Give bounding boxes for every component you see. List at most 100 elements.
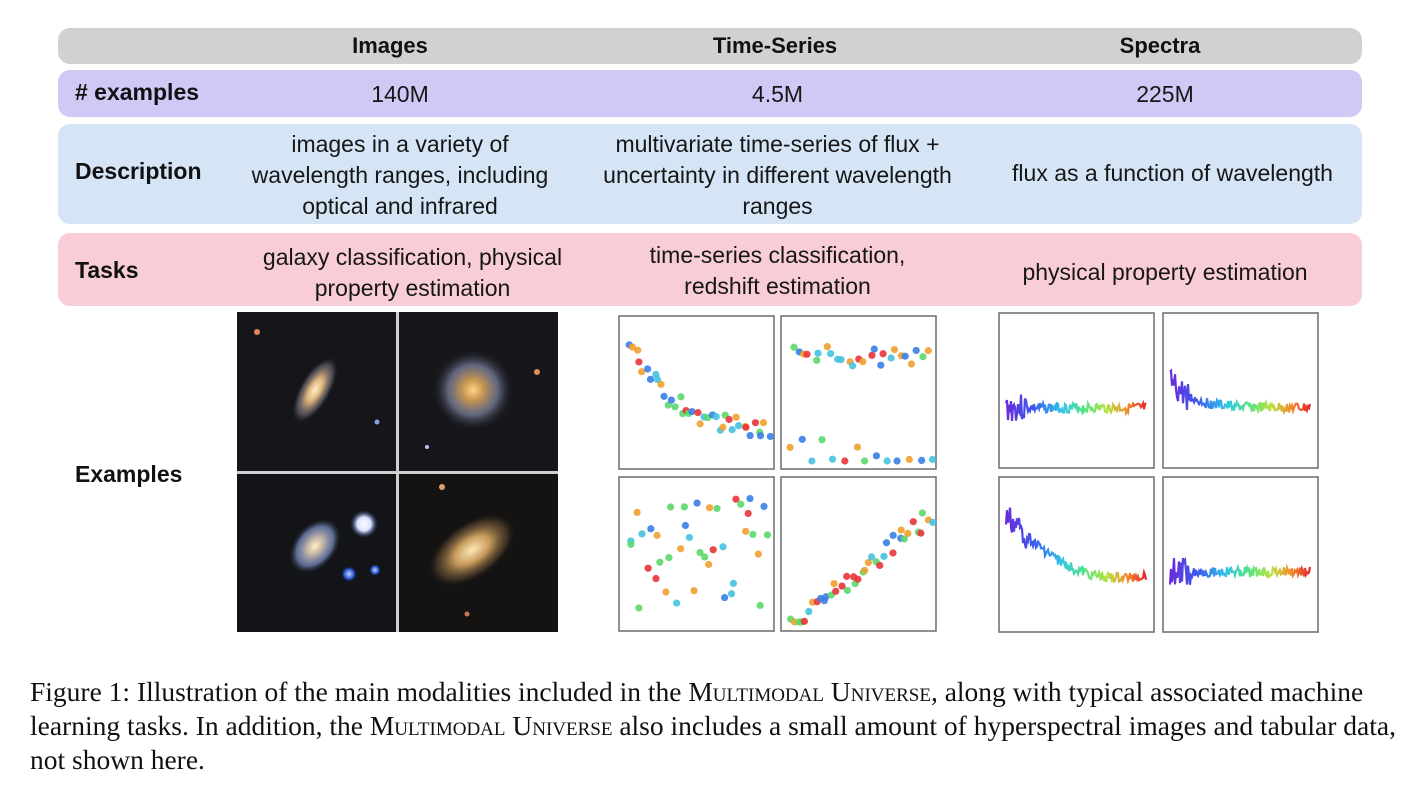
time-series-point bbox=[900, 535, 908, 543]
time-series-point bbox=[638, 530, 646, 538]
time-series-point bbox=[756, 601, 764, 610]
tasks-band bbox=[58, 233, 1362, 306]
time-series-point bbox=[633, 508, 641, 517]
time-series-point bbox=[870, 345, 878, 353]
time-series-point bbox=[872, 452, 881, 460]
time-series-point bbox=[756, 432, 765, 440]
spectrum-line bbox=[1169, 368, 1312, 416]
header-band bbox=[58, 28, 1362, 64]
time-series-point bbox=[766, 432, 774, 441]
time-series-count: 4.5M bbox=[751, 81, 804, 107]
time-series-point bbox=[868, 351, 876, 359]
time-series-point bbox=[918, 509, 926, 517]
time-series-point bbox=[646, 375, 655, 383]
examples-count-band bbox=[58, 70, 1362, 117]
time-series-point bbox=[719, 423, 727, 431]
time-series-point bbox=[720, 593, 729, 602]
time-series-point bbox=[709, 546, 717, 554]
time-series-point bbox=[854, 575, 862, 583]
time-series-point bbox=[924, 347, 932, 355]
time-series-point bbox=[823, 342, 831, 351]
time-series-point bbox=[830, 580, 838, 588]
time-series-point bbox=[864, 558, 872, 567]
time-series-point bbox=[880, 552, 888, 560]
time-series-point bbox=[841, 457, 849, 465]
time-series-point bbox=[901, 352, 909, 360]
time-series-point bbox=[746, 494, 754, 503]
time-series-point bbox=[929, 518, 937, 527]
spectra-count: 225M bbox=[1136, 81, 1194, 107]
time-series-point bbox=[882, 539, 891, 547]
time-series-point bbox=[887, 354, 895, 362]
time-series-point bbox=[928, 455, 937, 464]
images-count: 140M bbox=[371, 81, 429, 107]
time-series-point bbox=[904, 529, 912, 538]
figure-caption: Figure 1: Illustration of the main modal… bbox=[30, 675, 1400, 777]
caption-prefix: Figure 1: Illustration of the main modal… bbox=[30, 676, 689, 707]
spectra-description: flux as a function of wavelength bbox=[1012, 160, 1333, 186]
time-series-point bbox=[754, 550, 762, 558]
time-series-point bbox=[667, 503, 675, 511]
time-series-point bbox=[694, 408, 702, 417]
time-series-point bbox=[760, 502, 768, 510]
time-series-point bbox=[890, 345, 899, 354]
time-series-point bbox=[843, 586, 851, 595]
caption-dataset-name-2: Multimodal Universe bbox=[369, 710, 613, 741]
spectrum-line bbox=[1004, 507, 1148, 585]
time-series-point bbox=[657, 380, 665, 388]
time-series-point bbox=[705, 560, 713, 569]
time-series-point bbox=[690, 587, 698, 595]
time-series-point bbox=[732, 413, 740, 421]
time-series-point bbox=[728, 426, 736, 434]
time-series-point bbox=[889, 549, 897, 557]
time-series-point bbox=[805, 607, 813, 616]
time-series-point bbox=[803, 350, 811, 358]
time-series-point bbox=[742, 423, 750, 431]
time-series-point bbox=[647, 525, 655, 533]
images-description: images in a variety of wavelength ranges… bbox=[251, 131, 549, 219]
time-series-point bbox=[746, 431, 754, 440]
time-series-point bbox=[917, 529, 925, 537]
time-series-point bbox=[912, 346, 920, 355]
time-series-point bbox=[818, 436, 826, 444]
time-series-point bbox=[677, 393, 685, 401]
time-series-point bbox=[827, 349, 835, 358]
time-series-point bbox=[713, 504, 721, 513]
caption-middle: , along with typical associated machine … bbox=[30, 676, 1364, 741]
time-series-point bbox=[843, 572, 851, 580]
time-series-point bbox=[653, 531, 661, 539]
time-series-point bbox=[729, 579, 737, 587]
time-series-point bbox=[727, 590, 736, 598]
time-series-point bbox=[652, 574, 660, 583]
time-series-point bbox=[628, 343, 636, 351]
time-series-point bbox=[790, 343, 798, 351]
time-series-point bbox=[800, 617, 808, 625]
time-series-point bbox=[859, 358, 867, 366]
galaxy-image-grid bbox=[237, 312, 558, 632]
time-series-point bbox=[883, 457, 891, 465]
row-label-tasks: Tasks bbox=[75, 257, 139, 283]
time-series-point bbox=[696, 420, 704, 428]
time-series-point bbox=[696, 548, 704, 557]
time-series-point bbox=[737, 500, 745, 508]
time-series-point bbox=[909, 518, 917, 526]
time-series-point bbox=[644, 365, 652, 373]
row-label-description: Description bbox=[75, 158, 202, 184]
time-series-point bbox=[634, 346, 642, 354]
time-series-point bbox=[813, 356, 821, 364]
time-series-point bbox=[744, 509, 752, 518]
time-series-point bbox=[808, 457, 816, 465]
time-series-point bbox=[685, 533, 694, 542]
time-series-point bbox=[680, 503, 688, 511]
time-series-point bbox=[725, 415, 733, 424]
time-series-panels bbox=[618, 315, 937, 632]
time-series-point bbox=[861, 566, 869, 574]
time-series-point bbox=[671, 403, 679, 411]
time-series-point bbox=[876, 561, 884, 570]
time-series-point bbox=[763, 531, 772, 539]
time-series-point bbox=[867, 553, 876, 561]
time-series-point bbox=[838, 582, 846, 590]
time-series-point bbox=[635, 358, 643, 366]
time-series-point bbox=[662, 588, 670, 596]
spectra-tasks: physical property estimation bbox=[1022, 259, 1308, 285]
